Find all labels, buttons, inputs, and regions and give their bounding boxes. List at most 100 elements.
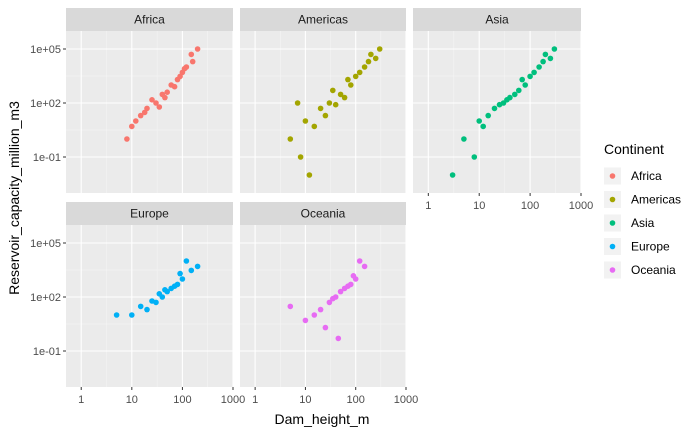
series-africa-points (124, 46, 201, 142)
data-point (504, 97, 510, 103)
data-point (542, 51, 549, 58)
facet-strip-label: Oceania (301, 207, 346, 221)
legend-entry-asia: Asia (604, 214, 655, 232)
data-point (287, 136, 294, 142)
x-tick-label: 10 (473, 200, 485, 212)
data-point (345, 283, 351, 290)
axes: Dam_height_m Reservoir_capacity_million_… (6, 44, 593, 427)
data-point (153, 100, 159, 106)
facet-panel-americas: Americas (240, 8, 407, 193)
series-oceania-points (287, 258, 368, 342)
data-point (302, 118, 309, 124)
data-point (335, 335, 342, 342)
data-point (194, 263, 201, 270)
data-point (149, 97, 155, 103)
data-point (322, 112, 329, 119)
facet-strip-label: Asia (485, 13, 509, 27)
legend-entry-europe: Europe (604, 238, 670, 255)
data-point (551, 46, 558, 52)
data-point (149, 298, 155, 304)
x-tick-label: 1000 (221, 394, 245, 406)
data-point (194, 46, 201, 52)
x-axis-title: Dam_height_m (275, 411, 370, 427)
data-point (471, 154, 478, 160)
data-point (330, 295, 336, 302)
data-point (322, 324, 329, 331)
y-axis-title: Reservoir_capacity_million_m3 (6, 101, 22, 295)
data-point (189, 58, 196, 65)
facet-strip (240, 202, 406, 225)
data-point (287, 303, 294, 310)
data-point (512, 91, 518, 98)
data-point (183, 258, 190, 264)
data-point (365, 58, 372, 65)
x-tick-label: 10 (299, 394, 311, 406)
y-tick-label: 1e+05 (30, 238, 61, 250)
data-point (317, 306, 324, 313)
legend-key-point (609, 220, 616, 226)
x-tick-label: 1000 (569, 200, 593, 212)
data-point (522, 82, 528, 88)
x-tick-label: 1 (78, 394, 84, 406)
data-point (162, 94, 168, 101)
panel-background (66, 225, 233, 387)
facet-strip-label: Americas (298, 13, 348, 27)
facet-strip (66, 8, 233, 31)
facet-panel-africa: Africa (66, 8, 234, 193)
x-tick-label: 100 (173, 394, 191, 406)
data-point (124, 136, 130, 142)
data-point (496, 101, 503, 108)
data-point (137, 303, 144, 310)
panel-background (240, 225, 406, 387)
panel-background (66, 31, 233, 193)
data-point (527, 73, 533, 80)
legend-key-point (609, 267, 616, 273)
x-tick-label: 10 (126, 394, 138, 406)
data-point (337, 288, 344, 295)
x-tick-label: 1 (252, 394, 258, 406)
data-point (480, 123, 487, 130)
legend-key-point (609, 196, 616, 203)
data-point (332, 101, 339, 108)
data-point (356, 69, 363, 76)
facet-strip (66, 202, 233, 225)
data-point (171, 283, 178, 290)
series-europe-points (113, 258, 201, 318)
x-tick-label: 100 (347, 394, 365, 406)
series-asia-points (449, 46, 558, 178)
data-point (531, 69, 537, 76)
data-point (188, 267, 195, 274)
data-point (376, 46, 383, 52)
y-tick-label: 1e+02 (30, 292, 61, 304)
facet-panel-asia: Asia (413, 8, 582, 193)
legend-entry-label: Oceania (631, 263, 676, 277)
data-point (156, 291, 163, 297)
legend-entry-label: Asia (631, 216, 655, 230)
facet-panel-europe: Europe (66, 202, 234, 387)
x-tick-label: 1 (425, 200, 431, 212)
data-point (141, 109, 148, 116)
data-point (297, 154, 304, 160)
legend: Continent Africa Americas Asia Europe Oceani… (604, 141, 681, 279)
data-point (361, 263, 368, 270)
legend-entry-label: Europe (631, 240, 670, 254)
data-point (181, 65, 188, 72)
data-point (144, 306, 150, 313)
data-point (350, 273, 357, 279)
data-point (302, 317, 309, 324)
legend-entry-africa: Africa (604, 167, 662, 185)
legend-key-point (609, 173, 616, 179)
y-tick-label: 1e+02 (30, 98, 61, 110)
data-point (449, 172, 456, 178)
facet-panel-oceania: Oceania (240, 202, 407, 387)
data-point (164, 89, 170, 95)
data-point (137, 112, 144, 119)
data-point (547, 55, 554, 62)
legend-entry-label: Americas (631, 193, 681, 207)
data-point (133, 118, 139, 124)
data-point (341, 94, 348, 101)
y-tick-label: 1e-01 (33, 152, 61, 164)
data-point (461, 136, 467, 142)
series-americas-points (287, 46, 383, 178)
